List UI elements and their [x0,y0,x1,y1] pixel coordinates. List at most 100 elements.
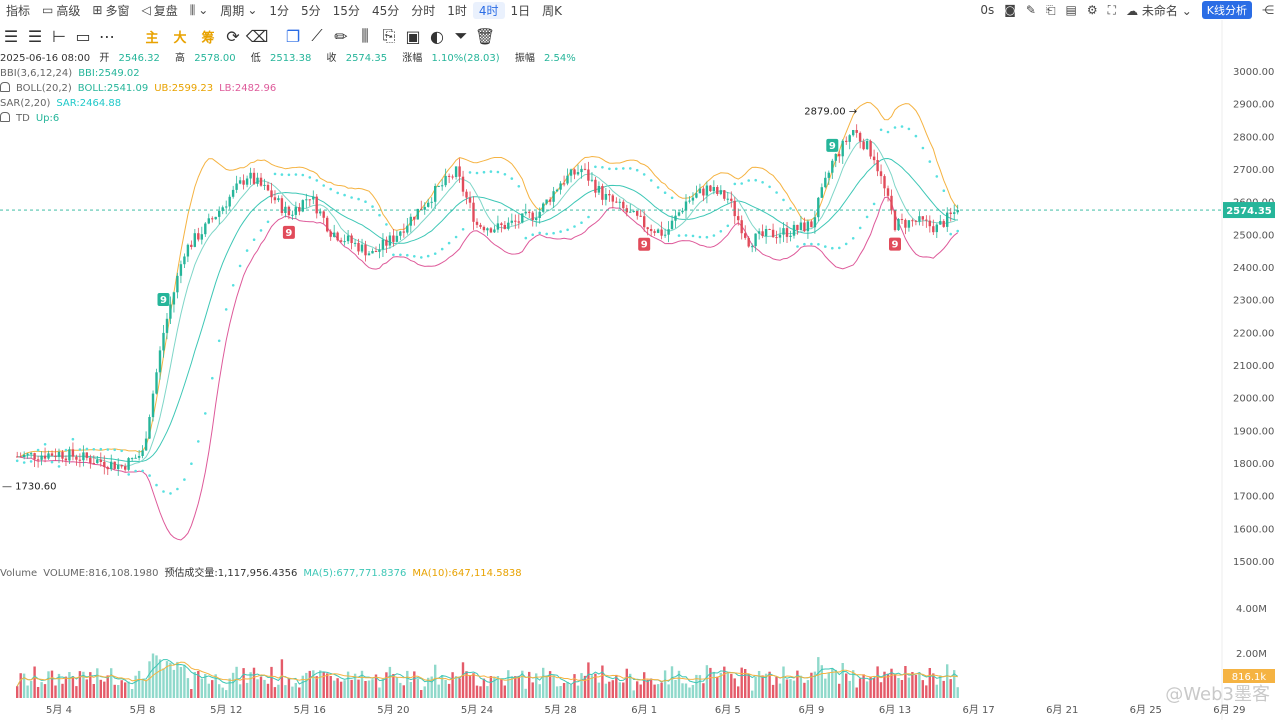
h-line-icon[interactable]: ☰ [27,26,43,46]
candle[interactable] [632,211,635,212]
candle[interactable] [482,226,486,231]
volume-bar[interactable] [559,686,562,698]
candle[interactable] [305,199,308,201]
candle[interactable] [364,244,367,256]
volume-bar[interactable] [179,667,183,698]
advanced-menu[interactable]: ▭ 高级 [42,3,81,18]
volume-bar[interactable] [486,686,489,698]
candle[interactable] [144,438,148,451]
candle[interactable] [33,453,36,460]
volume-bar[interactable] [824,678,827,698]
candle[interactable] [117,465,120,469]
volume-bar[interactable] [40,682,43,698]
camera-icon[interactable]: ◙ [1004,3,1016,17]
candle[interactable] [639,215,642,217]
candle[interactable] [47,453,50,459]
volume-bar[interactable] [712,671,715,698]
candle[interactable] [517,221,520,223]
candle[interactable] [19,456,22,458]
candle[interactable] [29,453,33,455]
volume-bar[interactable] [305,672,308,698]
volume-bar[interactable] [904,666,907,698]
volume-bar[interactable] [144,680,148,698]
volume-bar[interactable] [406,670,409,698]
candle[interactable] [757,231,761,234]
pen-icon[interactable]: ✎ [1025,3,1036,17]
volume-bar[interactable] [778,683,782,698]
candle[interactable] [705,185,709,196]
volume-bar[interactable] [110,668,113,698]
candle[interactable] [214,216,217,220]
volume-bar[interactable] [479,686,482,698]
volume-bar[interactable] [601,665,604,699]
candle[interactable] [608,194,611,196]
candle[interactable] [434,186,437,202]
candle[interactable] [848,135,851,142]
volume-bar[interactable] [221,687,224,698]
volume-bar[interactable] [423,686,426,698]
candle[interactable] [761,231,764,236]
volume-bar[interactable] [294,683,297,698]
candle[interactable] [454,166,458,177]
candle[interactable] [409,216,412,226]
volume-bar[interactable] [106,675,109,698]
volume-bar[interactable] [256,679,259,698]
volume-bar[interactable] [646,679,649,698]
candle[interactable] [514,220,517,222]
volume-bar[interactable] [555,686,559,698]
layout-name-select[interactable]: ☁ 未命名 ⌄ [1126,3,1192,18]
candle[interactable] [57,451,61,457]
candle[interactable] [447,175,451,177]
volume-bar[interactable] [817,657,820,698]
volume-bar[interactable] [820,665,823,698]
candle[interactable] [437,185,440,187]
volume-bar[interactable] [374,674,378,699]
candle[interactable] [110,461,113,470]
volume-bar[interactable] [757,671,761,698]
volume-bar[interactable] [719,672,722,698]
volume-bar[interactable] [597,682,601,698]
volume-bar[interactable] [608,681,611,698]
volume-bar[interactable] [468,675,472,698]
candle[interactable] [169,304,172,319]
candle[interactable] [124,466,127,470]
candle[interactable] [468,197,472,203]
indicator-menu[interactable]: 指标 [6,3,31,18]
candle[interactable] [162,332,165,351]
candle[interactable] [26,453,29,455]
volume-bar[interactable] [82,671,85,698]
share-icon[interactable]: ⋲ [1262,3,1274,17]
volume-bar[interactable] [639,684,642,699]
volume-bar[interactable] [312,670,315,698]
volume-bar[interactable] [632,690,635,698]
timeframe-tab[interactable]: 5分 [301,3,321,18]
volume-bar[interactable] [155,655,158,698]
volume-bar[interactable] [521,670,524,698]
candle[interactable] [263,184,266,186]
bell-icon[interactable] [0,112,10,122]
candle[interactable] [611,195,614,202]
timeframe-tab[interactable]: 分时 [411,3,436,18]
volume-bar[interactable] [228,678,231,699]
candle[interactable] [134,457,137,459]
timeframe-tab[interactable]: 1时 [447,3,467,18]
volume-bar[interactable] [761,675,764,698]
volume-bar[interactable] [524,688,527,698]
candle[interactable] [897,219,900,231]
volume-bar[interactable] [346,671,350,698]
volume-bar[interactable] [636,681,639,698]
volume-bar[interactable] [291,686,294,698]
hamburger-icon[interactable]: ☰ [3,26,19,46]
volume-bar[interactable] [625,668,628,698]
volume-bar[interactable] [517,675,520,698]
candle[interactable] [507,222,510,229]
candle[interactable] [461,176,465,192]
timeframe-tab[interactable]: 4时 [472,1,505,19]
candle[interactable] [646,227,649,230]
volume-bar[interactable] [287,678,291,698]
candle[interactable] [904,219,907,228]
candle[interactable] [566,175,569,184]
volume-bar[interactable] [263,679,266,698]
candle[interactable] [151,393,155,418]
candle[interactable] [883,176,886,189]
